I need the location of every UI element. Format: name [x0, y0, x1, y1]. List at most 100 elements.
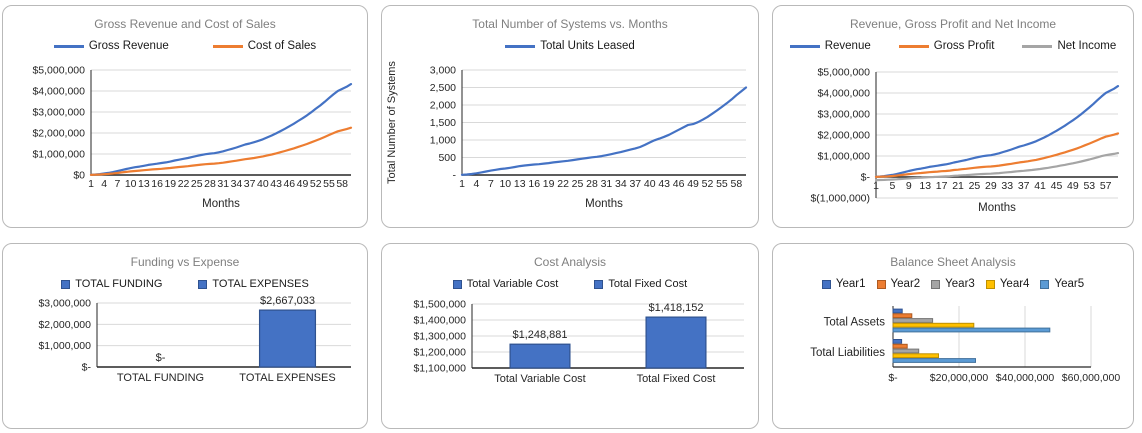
chart-panel-cost-analysis: Cost Analysis Total Variable Cost Total …: [381, 243, 759, 429]
svg-text:$-: $-: [861, 172, 871, 184]
svg-text:Months: Months: [202, 198, 240, 210]
legend-square-marker: [985, 279, 995, 289]
legend-item-total-expenses: TOTAL EXPENSES: [198, 278, 309, 290]
svg-text:25: 25: [572, 178, 584, 190]
chart-panel-balance-sheet-analysis: Balance Sheet Analysis Year1 Year2 Year3…: [772, 243, 1134, 429]
svg-text:$3,000,000: $3,000,000: [32, 107, 85, 119]
svg-text:Total Number of Systems: Total Number of Systems: [386, 61, 398, 184]
legend-label: Total Fixed Cost: [608, 278, 688, 290]
svg-text:$4,000,000: $4,000,000: [817, 88, 870, 100]
svg-text:1: 1: [873, 180, 879, 192]
legend-square-marker: [1040, 279, 1050, 289]
svg-text:$2,667,033: $2,667,033: [260, 295, 315, 307]
svg-text:-: -: [453, 170, 457, 182]
svg-text:$40,000,000: $40,000,000: [996, 372, 1055, 384]
svg-text:TOTAL EXPENSES: TOTAL EXPENSES: [239, 372, 335, 384]
svg-text:37: 37: [629, 178, 641, 190]
svg-text:19: 19: [164, 178, 176, 190]
svg-text:25: 25: [969, 180, 981, 192]
chart-title: Total Number of Systems vs. Months: [472, 17, 668, 31]
svg-text:$5,000,000: $5,000,000: [817, 67, 870, 79]
legend-square-marker: [876, 279, 886, 289]
svg-text:49: 49: [687, 178, 699, 190]
svg-text:$1,200,000: $1,200,000: [413, 347, 466, 359]
svg-text:43: 43: [270, 178, 282, 190]
svg-text:$1,500,000: $1,500,000: [413, 299, 466, 311]
svg-text:$3,000,000: $3,000,000: [817, 109, 870, 121]
legend-line-marker: [212, 44, 243, 48]
svg-text:55: 55: [716, 178, 728, 190]
svg-text:1,000: 1,000: [430, 135, 456, 147]
legend-label: Year1: [835, 278, 866, 290]
svg-text:$1,400,000: $1,400,000: [413, 315, 466, 327]
svg-text:$1,000,000: $1,000,000: [32, 149, 85, 161]
legend-square-marker: [198, 279, 208, 289]
legend: Year1 Year2 Year3 Year4 Year5: [773, 278, 1133, 290]
svg-text:37: 37: [1018, 180, 1030, 192]
svg-text:$20,000,000: $20,000,000: [930, 372, 989, 384]
legend-label: Year2: [890, 278, 921, 290]
svg-text:9: 9: [906, 180, 912, 192]
svg-text:13: 13: [138, 178, 150, 190]
svg-text:57: 57: [1100, 180, 1112, 192]
svg-text:$5,000,000: $5,000,000: [32, 65, 85, 77]
legend-item-gross-revenue: Gross Revenue: [53, 40, 169, 52]
legend-label: TOTAL EXPENSES: [212, 278, 309, 290]
svg-text:500: 500: [438, 152, 456, 164]
legend-item-year1: Year1: [821, 278, 866, 290]
legend-line-marker: [53, 44, 84, 48]
svg-text:$2,000,000: $2,000,000: [38, 319, 91, 331]
svg-text:22: 22: [557, 178, 569, 190]
svg-text:17: 17: [936, 180, 948, 192]
svg-text:$1,000,000: $1,000,000: [817, 151, 870, 163]
legend-item-total-funding: TOTAL FUNDING: [61, 278, 162, 290]
svg-text:10: 10: [125, 178, 137, 190]
legend-line-marker: [505, 44, 536, 48]
svg-text:1: 1: [88, 178, 94, 190]
svg-text:$1,300,000: $1,300,000: [413, 331, 466, 343]
legend-line-marker: [789, 44, 820, 48]
legend-item-year2: Year2: [876, 278, 921, 290]
svg-text:$0: $0: [73, 170, 85, 182]
legend-label: TOTAL FUNDING: [75, 278, 163, 290]
svg-text:33: 33: [1001, 180, 1013, 192]
svg-text:34: 34: [615, 178, 627, 190]
legend: Gross Revenue Cost of Sales: [3, 40, 367, 52]
svg-text:16: 16: [151, 178, 163, 190]
legend-label: Total Units Leased: [540, 40, 635, 52]
legend-item-total-variable-cost: Total Variable Cost: [452, 278, 558, 290]
svg-text:4: 4: [101, 178, 107, 190]
legend-line-marker: [1022, 44, 1053, 48]
svg-text:5: 5: [889, 180, 895, 192]
svg-text:$3,000,000: $3,000,000: [38, 298, 91, 310]
legend-item-revenue: Revenue: [789, 40, 871, 52]
svg-text:TOTAL FUNDING: TOTAL FUNDING: [117, 372, 204, 384]
svg-text:$1,418,152: $1,418,152: [648, 302, 703, 314]
svg-text:Total Fixed Cost: Total Fixed Cost: [637, 373, 716, 385]
chart-title: Funding vs Expense: [130, 255, 240, 269]
svg-text:28: 28: [204, 178, 216, 190]
legend-line-marker: [898, 44, 929, 48]
legend-square-marker: [594, 279, 604, 289]
svg-text:$-: $-: [82, 362, 92, 374]
legend-item-net-income: Net Income: [1022, 40, 1116, 52]
svg-text:1: 1: [459, 178, 465, 190]
legend-label: Gross Profit: [933, 40, 995, 52]
svg-text:43: 43: [658, 178, 670, 190]
svg-text:31: 31: [601, 178, 613, 190]
chart-panel-revenue-gross-profit-net-income: Revenue, Gross Profit and Net Income Rev…: [772, 5, 1134, 228]
svg-text:40: 40: [257, 178, 269, 190]
svg-text:19: 19: [543, 178, 555, 190]
svg-text:16: 16: [528, 178, 540, 190]
chart-title: Gross Revenue and Cost of Sales: [94, 17, 276, 31]
svg-text:$1,100,000: $1,100,000: [413, 363, 466, 375]
total-units-leased-line-chart: - 500 1,000 1,500 2,000 2,500 3,000 1 4 7 10 13 16 19…: [386, 61, 748, 210]
chart-title: Revenue, Gross Profit and Net Income: [849, 17, 1057, 31]
svg-text:55: 55: [323, 178, 335, 190]
funding-vs-expense-bar-chart: $- $1,000,000 $2,000,000 $3,000,000 $- TOTAL …: [38, 295, 351, 384]
svg-text:7: 7: [488, 178, 494, 190]
svg-text:25: 25: [191, 178, 203, 190]
svg-text:Total Assets: Total Assets: [824, 316, 886, 328]
svg-text:13: 13: [919, 180, 931, 192]
